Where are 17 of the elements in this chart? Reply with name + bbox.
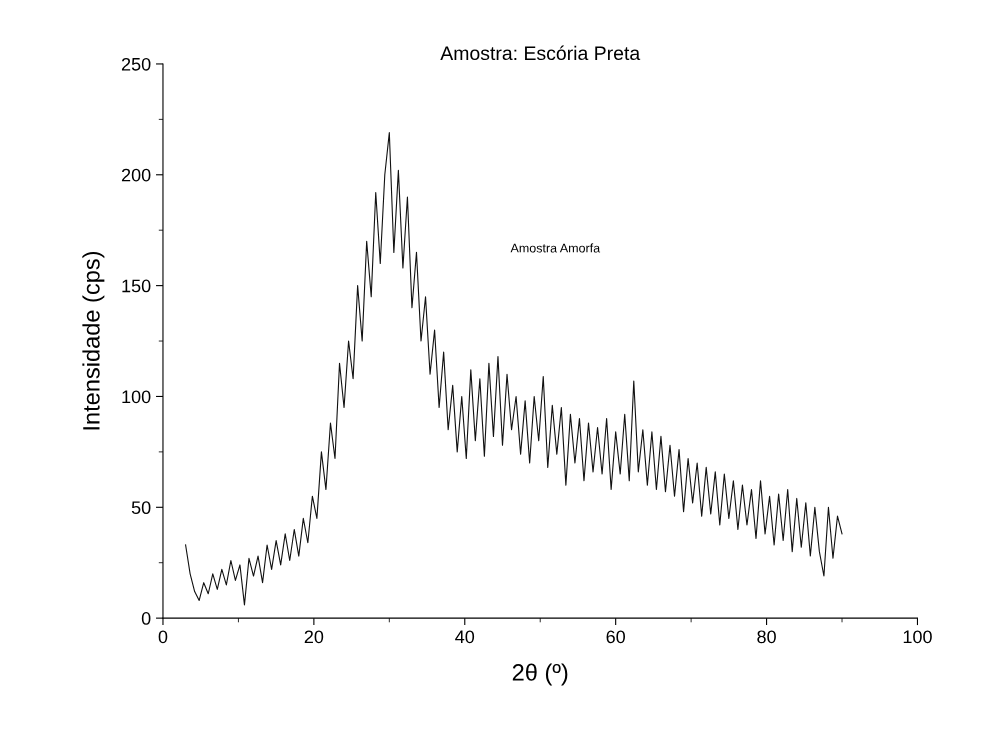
y-tick-label: 50 <box>131 501 151 515</box>
y-axis-title: Intensidade (cps) <box>82 251 105 430</box>
y-tick-label: 100 <box>122 390 151 404</box>
x-tick-label: 20 <box>304 630 324 644</box>
chart-title: Amostra: Escória Preta <box>440 45 641 61</box>
x-tick-label: 60 <box>606 630 626 644</box>
y-tick-label: 150 <box>122 279 151 293</box>
x-tick-label: 40 <box>455 630 475 644</box>
y-tick-label: 200 <box>121 168 151 182</box>
line-series <box>185 132 843 606</box>
x-tick-label: 100 <box>903 630 932 644</box>
y-tick-label: 250 <box>121 57 151 71</box>
annotation: Amostra Amorfa <box>510 243 601 253</box>
x-axis-title: 2θ (º) <box>512 663 568 686</box>
x-tick-label: 0 <box>158 630 168 644</box>
y-tick-label: 0 <box>141 612 151 625</box>
x-tick-label: 80 <box>757 630 776 644</box>
